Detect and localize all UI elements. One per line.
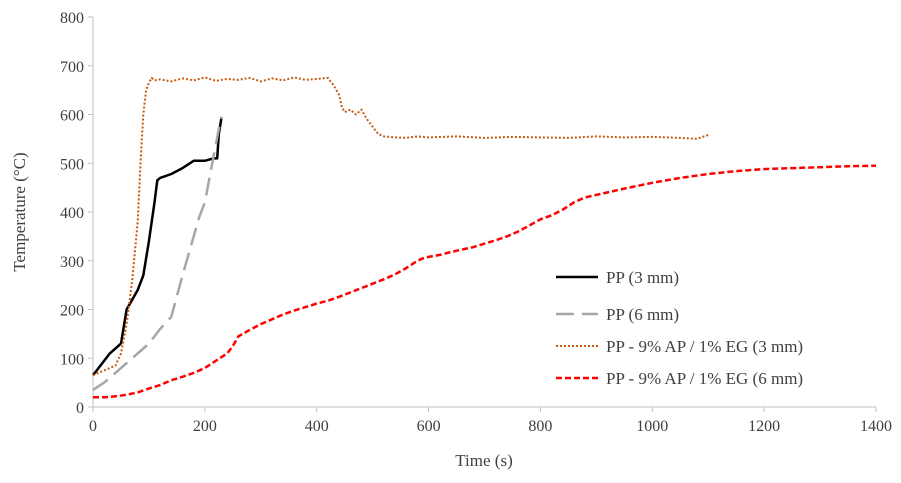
x-tick-label: 1200 xyxy=(748,418,780,435)
axes-layer: 0 100 200 300 400 500 600 700 800 0 200 400 600 800 10… xyxy=(60,10,892,435)
x-axis-label: Time (s) xyxy=(455,451,512,470)
x-tick-label: 1400 xyxy=(860,418,892,435)
legend: PP (3 mm) PP (6 mm) PP - 9% AP / 1% EG (3 … xyxy=(556,268,803,388)
legend-label-1: PP (3 mm) xyxy=(606,268,679,287)
legend-label-2: PP (6 mm) xyxy=(606,305,679,324)
legend-label-4: PP - 9% AP / 1% EG (6 mm) xyxy=(606,369,803,388)
series-line-1 xyxy=(92,116,223,377)
x-tick-label: 600 xyxy=(417,418,441,435)
x-tick-label: 200 xyxy=(193,418,217,435)
y-tick-label: 600 xyxy=(60,108,84,125)
series-line-4 xyxy=(93,164,877,399)
y-tick-label: 100 xyxy=(60,351,84,368)
series-layer xyxy=(92,76,877,399)
y-tick-label: 300 xyxy=(60,254,84,271)
y-tick-label: 400 xyxy=(60,205,84,222)
x-tick-label: 800 xyxy=(528,418,552,435)
y-tick-label: 0 xyxy=(76,400,84,417)
x-tick-label: 400 xyxy=(305,418,329,435)
series-line-3 xyxy=(92,76,709,377)
x-tick-label: 1000 xyxy=(636,418,668,435)
x-tick-label: 0 xyxy=(89,418,97,435)
series-line-2 xyxy=(92,116,223,391)
legend-label-3: PP - 9% AP / 1% EG (3 mm) xyxy=(606,337,803,356)
y-axis-label: Temperature (°C) xyxy=(10,152,29,271)
y-tick-label: 800 xyxy=(60,10,84,27)
y-tick-label: 700 xyxy=(60,59,84,76)
y-tick-label: 200 xyxy=(60,303,84,320)
y-tick-label: 500 xyxy=(60,156,84,173)
